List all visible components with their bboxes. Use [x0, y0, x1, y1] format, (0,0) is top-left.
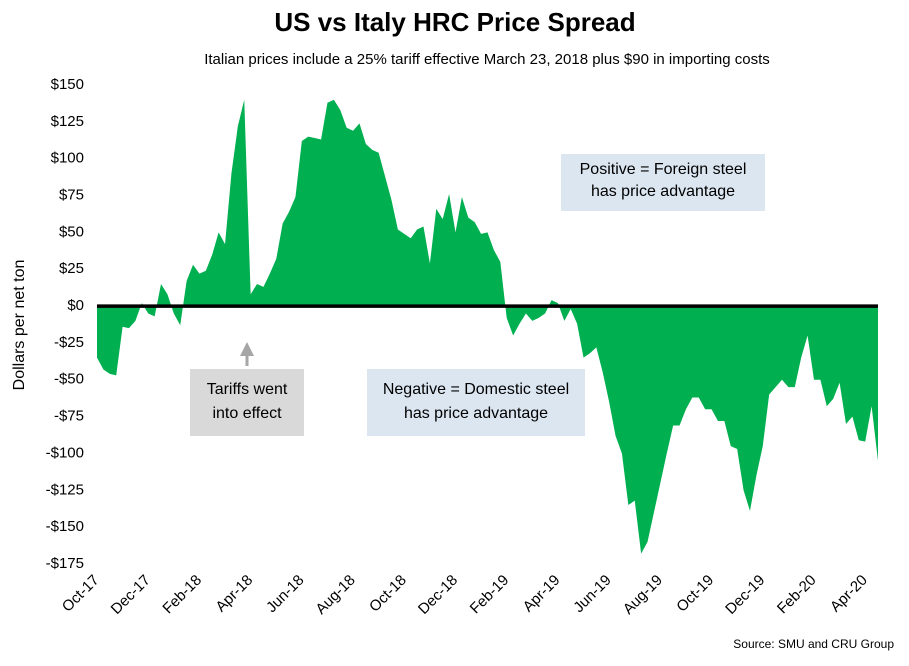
y-tick-label: -$50	[54, 371, 84, 388]
y-tick-label: $0	[67, 297, 84, 314]
y-tick-label: $100	[51, 150, 84, 167]
y-tick-label: $150	[51, 76, 84, 93]
area	[97, 99, 878, 554]
y-tick-label: $125	[51, 113, 84, 130]
chart-subtitle: Italian prices include a 25% tariff effe…	[204, 51, 770, 68]
annotation: Tariffs went into effect	[207, 381, 288, 422]
annotation: Positive = Foreign steel has price advant…	[580, 161, 747, 200]
annotation: Negative = Domestic steel has price advan…	[383, 381, 569, 422]
y-tick-label: $50	[59, 223, 84, 240]
y-tick-label: $75	[59, 187, 84, 204]
y-tick-label: $25	[59, 260, 84, 277]
annotation-box	[367, 369, 585, 436]
arrow-head	[240, 342, 254, 356]
y-tick-label: -$125	[46, 481, 84, 498]
source: Source: SMU and CRU Group	[733, 637, 894, 651]
y-tick-label: -$75	[54, 408, 84, 425]
y-tick-label: -$150	[46, 518, 84, 535]
chart-title: US vs Italy HRC Price Spread	[274, 7, 635, 37]
annotation-box	[190, 369, 304, 436]
y-tick-label: -$25	[54, 334, 84, 351]
y-tick-label: -$100	[46, 444, 84, 461]
annotation-box	[561, 154, 765, 211]
y-tick-label: -$175	[46, 555, 84, 572]
y-axis-label: Dollars per net ton	[11, 260, 28, 391]
